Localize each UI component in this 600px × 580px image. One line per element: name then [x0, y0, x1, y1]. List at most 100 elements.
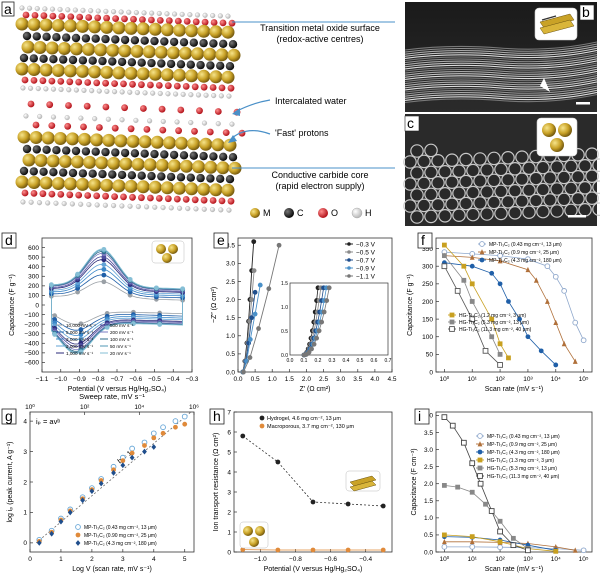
sem-sphere [522, 161, 536, 175]
top-tick-label: 10² [80, 404, 90, 411]
hydrogen-atom [73, 87, 79, 93]
cv-marker [78, 321, 84, 327]
metal-atom [41, 131, 55, 145]
sem-layer [404, 45, 598, 55]
x-tick-label: −0.6 [129, 376, 142, 383]
schematic-inset-b [534, 7, 578, 41]
series-marker [553, 548, 559, 554]
series-marker [517, 316, 522, 322]
x-tick-label: 10¹ [468, 376, 478, 383]
hydrogen-atom [19, 5, 25, 11]
sem-sphere [410, 166, 424, 180]
carbon-atom [29, 167, 38, 176]
legend-m-swatch [250, 208, 260, 218]
metal-atom [22, 153, 36, 167]
y-tick-label: 400 [28, 264, 39, 271]
oxygen-atom [138, 81, 145, 89]
series-marker [561, 288, 568, 294]
metal-atom [160, 23, 174, 37]
metal-atom [185, 69, 199, 83]
carbon-atom [228, 40, 238, 49]
data-point [151, 435, 157, 441]
series-marker [469, 489, 475, 495]
data-point [172, 418, 179, 424]
metal-atom [53, 132, 67, 145]
oxygen-atom [227, 84, 235, 92]
oxygen-atom [112, 15, 119, 22]
hydrogen-atom [78, 201, 84, 207]
x-tick-label: 1.5 [285, 376, 294, 383]
series-marker [506, 299, 511, 304]
x-tick-label: −0.8 [92, 376, 105, 383]
metal-atom [100, 65, 114, 79]
metal-atom [173, 68, 186, 82]
carbon-atom [59, 55, 68, 64]
oxygen-atom [201, 18, 209, 26]
panel-letter-box [1, 232, 17, 249]
sem-sphere [536, 160, 550, 175]
inset-marker [319, 319, 325, 325]
metal-atom [83, 155, 97, 169]
panel-letter-b: b [582, 4, 590, 20]
sem-sphere [508, 162, 522, 176]
carbon-atom [81, 34, 91, 43]
annotation-water: Intercalated water [232, 96, 347, 116]
oxygen-atom [120, 193, 127, 201]
panel-letter-a: a [4, 1, 12, 17]
carbon-atom [22, 144, 32, 154]
metal-atom [209, 70, 223, 84]
legend-marker [479, 257, 485, 263]
inset-marker [309, 346, 314, 352]
oxygen-atom [64, 122, 72, 130]
metal-atom [221, 70, 235, 84]
inset-sphere [162, 253, 172, 263]
metal-atom [160, 68, 174, 82]
series-marker [525, 334, 531, 340]
series-marker [441, 253, 447, 259]
sem-sphere [445, 153, 459, 167]
sem-sphere [452, 208, 466, 222]
hydrogen-atom [141, 10, 147, 16]
legend-h-swatch [351, 207, 363, 219]
y-tick-label: 6 [227, 429, 231, 436]
legend-label: MP-Ti₃C₂ (4.3 mg cm⁻², 180 μm) [489, 258, 562, 264]
oxygen-atom [227, 197, 235, 205]
carbon-atom [157, 59, 166, 68]
carbon-atom [166, 59, 176, 69]
carbon-atom [186, 173, 195, 182]
legend-marker [477, 433, 483, 439]
hydrogen-atom [156, 10, 162, 17]
hydrogen-atom [203, 92, 209, 98]
x-tick-label: 4.5 [387, 376, 396, 383]
x-tick-label: 10⁵ [579, 556, 589, 563]
hydrogen-atom [188, 92, 194, 98]
metal-atom [39, 18, 53, 32]
series-line [444, 255, 501, 355]
metal-atom [78, 132, 92, 146]
data-point [380, 547, 386, 553]
data-point [67, 509, 73, 516]
metal-atom [162, 136, 176, 150]
series-marker [477, 480, 484, 487]
series-marker [510, 535, 516, 541]
oxygen-atom [138, 194, 145, 202]
carbon-atom [49, 55, 58, 64]
oxygen-atom [129, 193, 136, 201]
legend-label: HG-Ti₃C₂ (5.3 mg cm⁻², 13 μm) [487, 466, 557, 472]
oxygen-atom [148, 16, 155, 24]
oxygen-atom [140, 105, 147, 112]
y-tick-label: 0.0 [424, 549, 433, 556]
metal-atom [51, 19, 65, 32]
data-point [80, 497, 86, 504]
cv-curve [51, 252, 183, 350]
metal-atom [130, 44, 144, 58]
cv-marker [101, 246, 107, 252]
hydrogen-atom [69, 201, 75, 207]
x-tick-label: 0.0 [233, 376, 242, 383]
legend-c-swatch [284, 208, 294, 218]
inset-x-tick-label: 0.4 [343, 358, 350, 364]
carbon-atom [108, 170, 117, 179]
y-tick-label: 1.0 [226, 333, 235, 340]
chart-panel-h: −1.0 −0.8 −0.6 −0.4 0 1 2 3 4 5 6 7 Potential (V ver… [209, 408, 393, 573]
sem-sphere [585, 147, 599, 161]
